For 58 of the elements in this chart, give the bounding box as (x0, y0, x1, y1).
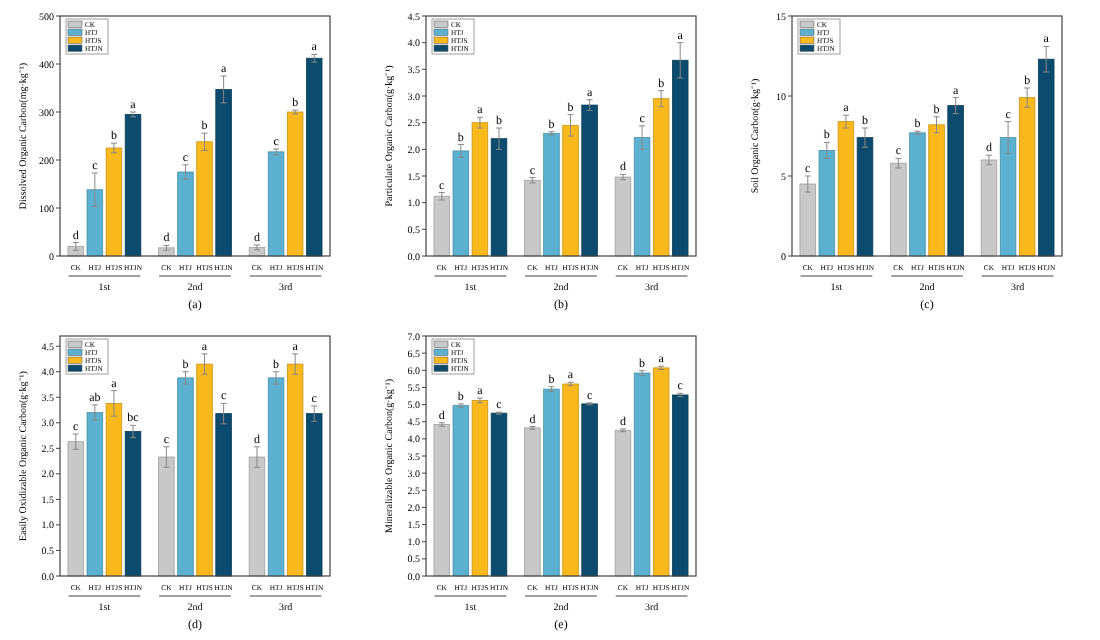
bar (177, 171, 194, 257)
bar (524, 179, 541, 257)
bar (105, 403, 123, 577)
bar (433, 424, 450, 577)
bar (524, 427, 541, 577)
bar (215, 89, 232, 257)
bar (1038, 58, 1055, 257)
bar (980, 159, 998, 257)
bar (856, 137, 874, 257)
bar (614, 176, 632, 257)
bar (652, 367, 670, 577)
bar (633, 137, 651, 257)
bar (672, 59, 689, 257)
bar (928, 124, 945, 257)
bar (581, 104, 598, 257)
bar (306, 57, 323, 257)
bar (267, 151, 285, 257)
bar (433, 195, 450, 257)
bar (124, 431, 142, 577)
bar (672, 394, 689, 577)
bar (490, 138, 508, 257)
bar (490, 412, 508, 577)
bar (614, 429, 632, 577)
bar (248, 456, 266, 577)
bar (196, 363, 213, 577)
bar (947, 105, 964, 257)
bar (215, 413, 232, 577)
bar (633, 372, 651, 577)
bar (1018, 97, 1036, 257)
bar (837, 121, 855, 257)
bar (909, 132, 926, 257)
bar (818, 150, 836, 257)
bar (471, 400, 489, 577)
bar (999, 137, 1017, 257)
bar (158, 247, 175, 257)
bar (452, 150, 470, 257)
bar (105, 147, 123, 257)
bar (306, 413, 323, 577)
bar (543, 132, 560, 257)
bar (581, 403, 598, 577)
bar (177, 377, 194, 577)
bar (799, 183, 816, 257)
bar (286, 363, 304, 577)
bar (158, 456, 175, 577)
bar (86, 412, 104, 577)
bar (196, 141, 213, 257)
bar (67, 441, 84, 577)
bar (452, 405, 470, 577)
bar (543, 388, 560, 577)
bar (471, 122, 489, 257)
bar (267, 377, 285, 577)
bar (562, 124, 579, 257)
bar (562, 383, 579, 577)
bar (890, 162, 907, 257)
bar (286, 111, 304, 257)
bar (124, 114, 142, 257)
bar (86, 189, 104, 257)
bar (652, 98, 670, 257)
